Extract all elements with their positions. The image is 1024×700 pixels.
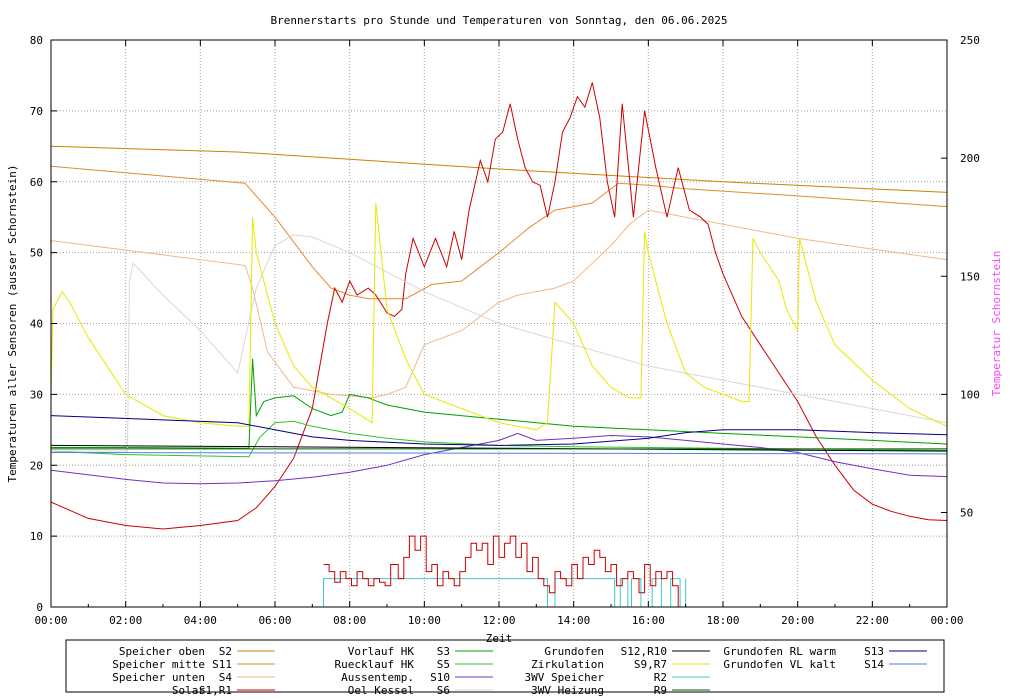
x-tick-label: 00:00	[930, 614, 963, 627]
y-tick-label: 50	[30, 247, 43, 260]
legend-label: Grundofen	[544, 645, 604, 658]
legend-code: S2	[219, 645, 232, 658]
series-line-grundofen	[50, 444, 948, 452]
tick-labels: 00:00 02:00 04:00 06:00 08:00 10:00 12:00 14:00…	[30, 34, 980, 627]
x-tick-label: 08:00	[333, 614, 366, 627]
series-line-vorlauf-hk	[51, 358, 948, 449]
x-tick-label: 18:00	[706, 614, 739, 627]
legend-code: S5	[437, 658, 450, 671]
legend-code: S9,R7	[634, 658, 667, 671]
series-line-solar	[50, 82, 948, 530]
y-tick-label: 0	[36, 601, 43, 614]
legend-code: S12,R10	[621, 645, 667, 658]
legend-label: Vorlauf HK	[348, 645, 415, 658]
series-line-speicher-unten	[50, 209, 948, 399]
series-layer	[50, 82, 948, 608]
legend-label: Zirkulation	[531, 658, 604, 671]
y-tick-label: 60	[30, 176, 43, 189]
legend-code: S4	[219, 671, 233, 684]
legend-code: R9	[654, 684, 667, 697]
legend-label: Solar	[172, 684, 205, 697]
series-line-oel-kessel	[51, 234, 948, 452]
y-tick-label: 30	[30, 388, 43, 401]
series-line-aussentemp-	[50, 432, 948, 485]
legend-code: S13	[864, 645, 884, 658]
series-line-brennerstarts	[323, 535, 679, 607]
legend-label: Speicher mitte	[112, 658, 205, 671]
series-line-3wv-speicher	[323, 578, 687, 608]
chart-title: Brennerstarts pro Stunde und Temperature…	[271, 14, 728, 27]
legend-label: 3WV Speicher	[525, 671, 605, 684]
legend-label: Ruecklauf HK	[335, 658, 415, 671]
legend-code: S11	[212, 658, 232, 671]
legend-code: S10	[430, 671, 450, 684]
y2-tick-label: 150	[960, 270, 980, 283]
legend-code: S1,R1	[199, 684, 232, 697]
x-tick-label: 10:00	[408, 614, 441, 627]
y2-axis-label: Temperatur Schornstein	[990, 251, 1003, 397]
legend-label: Speicher oben	[119, 645, 205, 658]
x-tick-label: 02:00	[109, 614, 142, 627]
legend-code: S3	[437, 645, 450, 658]
y2-tick-label: 100	[960, 388, 980, 401]
legend-code: R2	[654, 671, 667, 684]
y2-tick-label: 200	[960, 152, 980, 165]
series-line-ruecklauf-hk	[50, 420, 948, 458]
legend-label: Speicher unten	[112, 671, 205, 684]
legend-label: Oel Kessel	[348, 684, 414, 697]
x-tick-label: 16:00	[632, 614, 665, 627]
x-tick-label: 06:00	[258, 614, 291, 627]
legend-label: Grundofen VL kalt	[723, 658, 836, 671]
x-tick-label: 00:00	[34, 614, 67, 627]
series-line-speicher-oben	[50, 145, 948, 193]
legend: Speicher oben S2 Speicher mitte S11 Speicher…	[112, 645, 927, 697]
legend-box	[65, 639, 945, 693]
x-tick-label: 14:00	[557, 614, 590, 627]
series-line-zirkulation	[50, 202, 948, 431]
y-tick-label: 70	[30, 105, 43, 118]
series-line-speicher-mitte	[50, 165, 948, 300]
y-axis-label: Temperaturen aller Sensoren (ausser Scho…	[6, 165, 19, 483]
series-line-grundofen-rl-warm	[50, 415, 948, 446]
x-tick-label: 04:00	[184, 614, 217, 627]
y-tick-label: 40	[30, 318, 43, 331]
x-tick-label: 20:00	[781, 614, 814, 627]
x-axis-label: Zeit	[486, 632, 513, 645]
y-tick-label: 20	[30, 459, 43, 472]
x-tick-label: 22:00	[856, 614, 889, 627]
y-tick-label: 80	[30, 34, 43, 47]
y-tick-label: 10	[30, 530, 43, 543]
x-tick-label: 12:00	[482, 614, 515, 627]
y2-tick-label: 250	[960, 34, 980, 47]
legend-code: S14	[864, 658, 884, 671]
y2-tick-label: 50	[960, 507, 973, 520]
series-line-grundofen-vl-kalt	[50, 452, 948, 455]
legend-label: Aussentemp.	[341, 671, 414, 684]
legend-label: 3WV Heizung	[531, 684, 604, 697]
legend-label: Grundofen RL warm	[723, 645, 836, 658]
legend-code: S6	[437, 684, 450, 697]
